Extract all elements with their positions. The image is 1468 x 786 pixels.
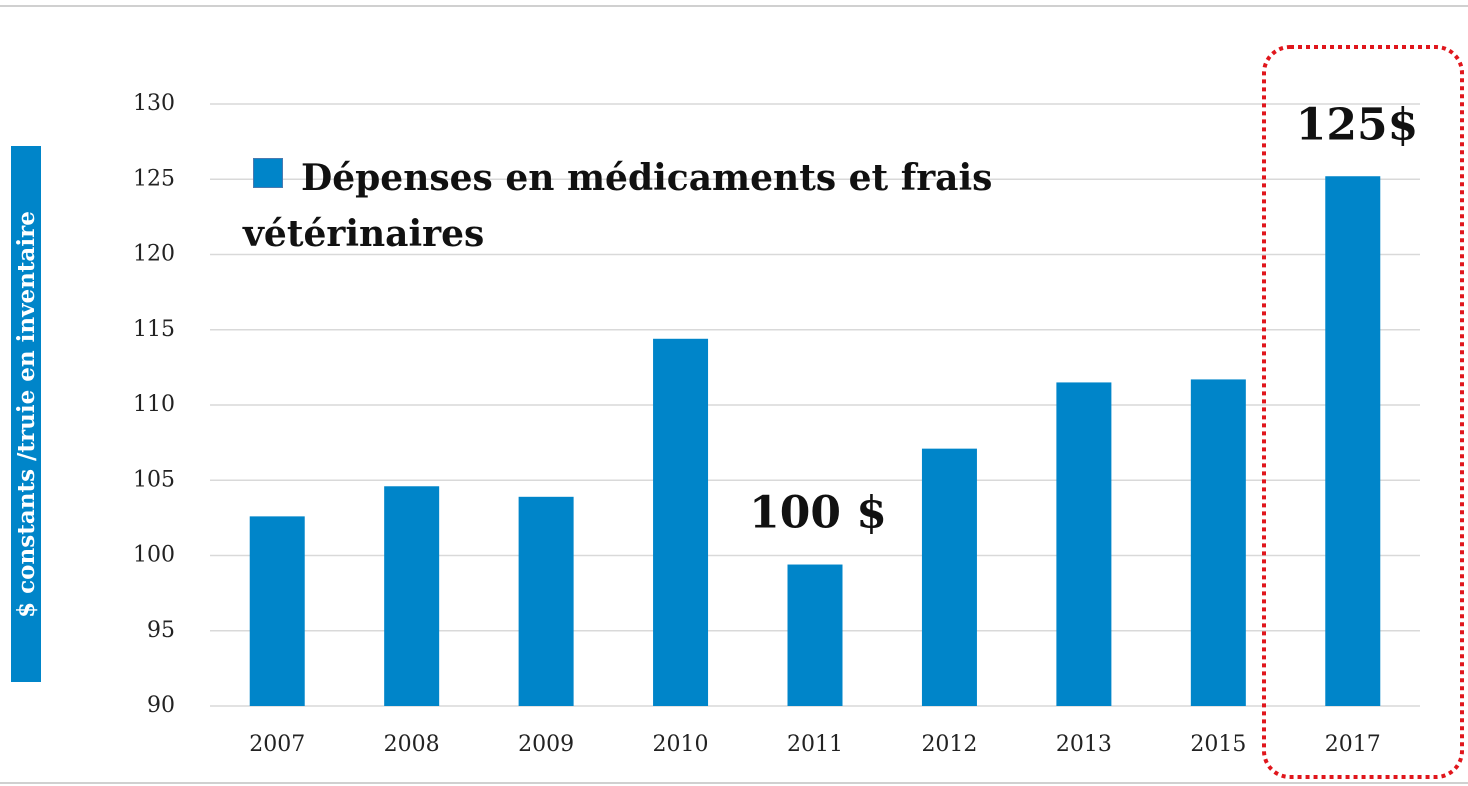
x-tick-label: 2008 [384,732,440,757]
x-tick-label: 2009 [518,732,574,757]
annotation: 125$ [1296,100,1418,151]
x-tick-label: 2015 [1190,732,1246,757]
x-tick-label: 2011 [787,732,843,757]
x-tick-label: 2012 [921,732,977,757]
bar [921,448,977,706]
legend: Dépenses en médicaments et frais vétérin… [243,150,1173,262]
bar [384,486,440,706]
bar [1190,379,1246,706]
bar [787,564,843,706]
y-tick-label: 130 [133,91,175,116]
bar [653,338,709,706]
annotation: 100 $ [749,488,887,539]
bar [1056,382,1112,706]
y-tick-label: 120 [133,242,175,267]
y-tick-label: 115 [133,317,175,342]
legend-swatch [253,158,283,188]
y-tick-label: 100 [133,543,175,568]
x-tick-label: 2007 [249,732,305,757]
legend-label: Dépenses en médicaments et frais vétérin… [243,157,993,255]
highlight-box [1262,45,1464,779]
y-tick-label: 125 [133,166,175,191]
bar [249,516,305,706]
x-tick-label: 2017 [1325,732,1381,757]
y-tick-label: 110 [133,392,175,417]
bar [1325,176,1381,707]
y-tick-label: 105 [133,467,175,492]
bar [518,496,574,706]
y-axis-label: $ constants /truie en inventaire [12,210,40,618]
x-tick-label: 2010 [653,732,709,757]
y-tick-label: 95 [147,618,175,643]
y-axis-label-box: $ constants /truie en inventaire [11,146,41,682]
y-tick-label: 90 [147,693,175,718]
x-tick-label: 2013 [1056,732,1112,757]
